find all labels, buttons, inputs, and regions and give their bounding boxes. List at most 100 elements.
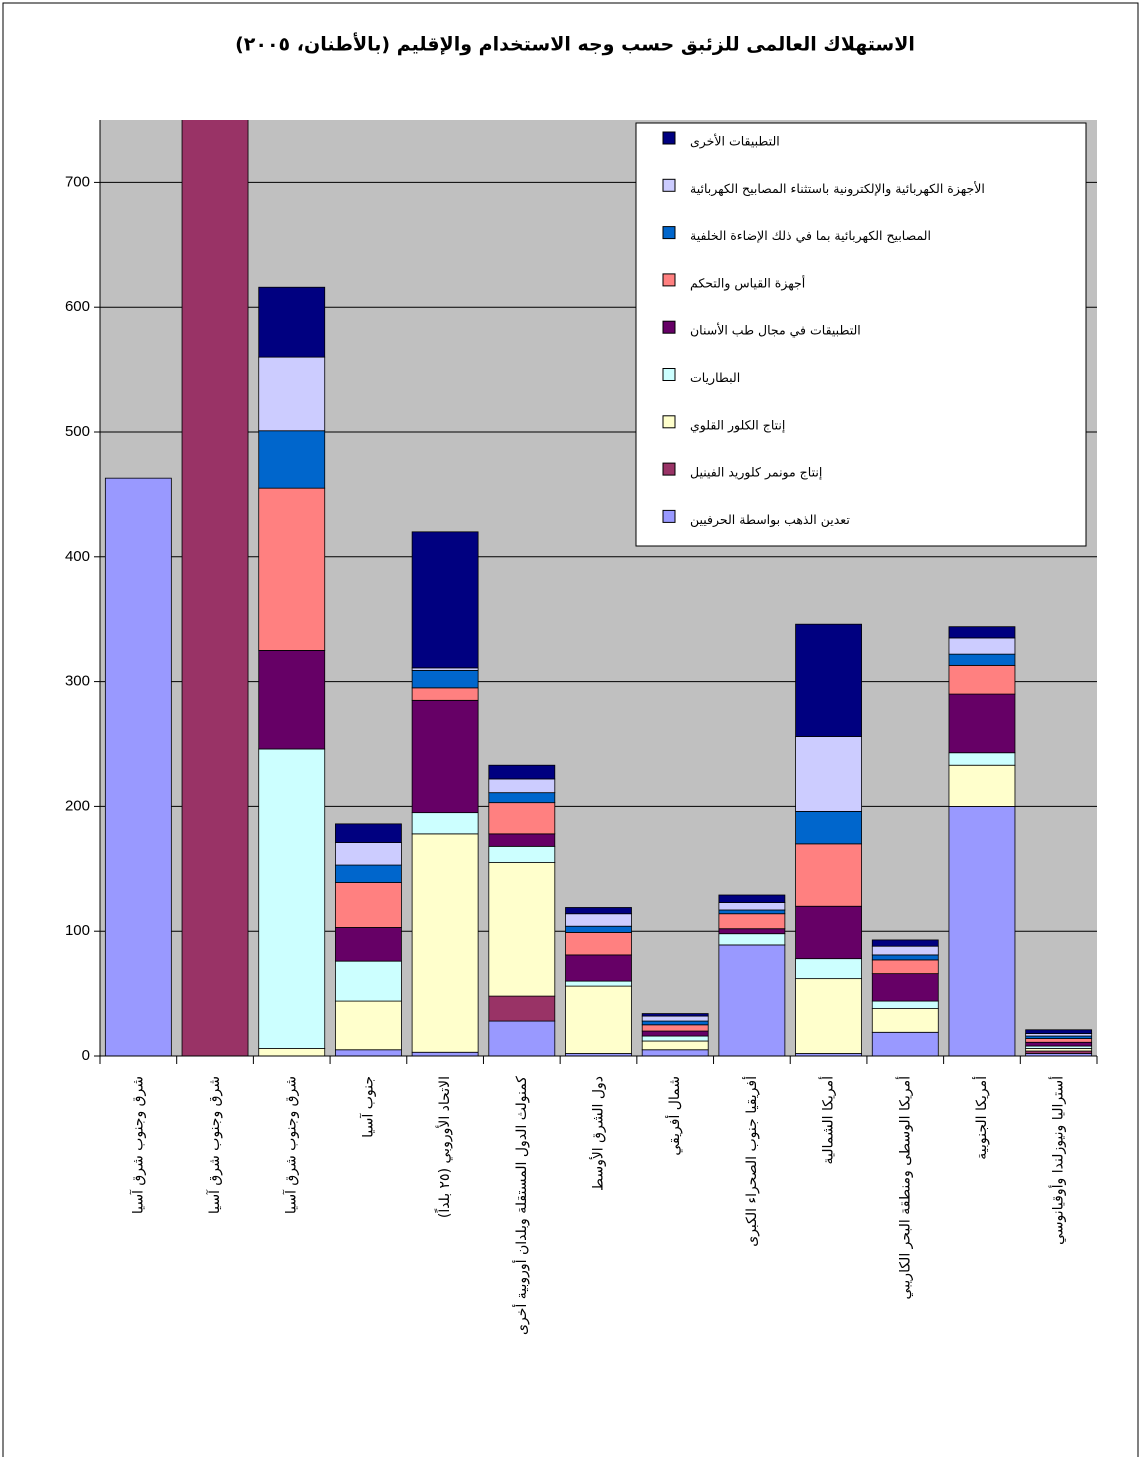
bar-segment: [718, 944, 786, 1056]
bar-segment: [258, 430, 326, 489]
y-tick-label: 0: [82, 1047, 90, 1064]
bar-segment: [488, 764, 556, 780]
bar-segment: [795, 978, 862, 1054]
bar-segment: [718, 894, 786, 903]
legend-label: البطاريات: [690, 370, 740, 386]
x-tick-label: كمنولث الدول المستقلة وبلدان أوروبية أخر…: [512, 1076, 530, 1335]
bar-segment: [411, 833, 479, 1053]
bar-segment: [411, 531, 479, 669]
bar-segment: [1025, 1029, 1093, 1034]
x-tick-label: أستراليا ونيوزلندا وأوقيانوسي: [1049, 1076, 1067, 1245]
y-tick-label: 200: [65, 797, 90, 814]
legend-swatch: [662, 273, 676, 287]
bar-segment: [948, 626, 1016, 639]
bar-segment: [718, 909, 786, 915]
bar-segment: [718, 913, 786, 930]
bar-segment: [335, 823, 402, 843]
bar-segment: [104, 477, 172, 1056]
bar-segment: [948, 806, 1016, 1056]
legend-box: [635, 122, 1087, 547]
x-tick-label: أمريكا الشمالية: [819, 1076, 837, 1165]
bar-segment: [488, 995, 556, 1022]
bar-segment: [565, 980, 632, 987]
x-tick-label: الاتحاد الأوروبي (٢٥ بلداً): [434, 1076, 453, 1218]
y-tick-label: 400: [65, 548, 90, 565]
bar-segment: [565, 913, 632, 927]
bar-segment: [565, 985, 632, 1054]
bar-segment: [795, 736, 862, 812]
x-tick-label: جنوب آسيا: [359, 1076, 376, 1138]
legend-swatch: [662, 368, 676, 381]
bar-segment: [948, 637, 1016, 655]
x-tick-label: أمريكا الجنوبية: [972, 1076, 990, 1160]
bar-segment: [181, 120, 249, 1056]
bar-segment: [258, 748, 326, 1049]
bar-segment: [335, 927, 402, 962]
legend-swatch: [662, 415, 676, 429]
bar-segment: [871, 1000, 939, 1009]
bar-segment: [641, 1024, 709, 1032]
x-tick-label: دول الشرق الأوسط: [589, 1076, 607, 1191]
x-tick-label: شرق وجنوب شرق آسيا: [283, 1076, 300, 1214]
bar-segment: [411, 687, 479, 701]
x-tick-label: شرق وجنوب شرق آسيا: [206, 1076, 223, 1214]
bar-segment: [488, 862, 556, 997]
legend-label: الأجهزة الكهربائية والإلكترونية باستثناء…: [690, 181, 985, 197]
bar-segment: [258, 1048, 326, 1056]
bar-segment: [641, 1049, 709, 1056]
legend-label: أجهزة القياس والتحكم: [690, 274, 805, 291]
bar-segment: [718, 902, 786, 911]
bar-segment: [488, 792, 556, 804]
y-tick-label: 300: [65, 673, 90, 690]
bar-segment: [1025, 1041, 1093, 1047]
bar-segment: [565, 954, 632, 982]
bar-segment: [488, 778, 556, 794]
bar-segment: [1025, 1038, 1093, 1043]
y-tick-label: 700: [65, 173, 90, 190]
bar-segment: [258, 650, 326, 750]
legend-swatch: [662, 178, 676, 192]
bar-segment: [641, 1013, 709, 1017]
bar-segment: [718, 933, 786, 946]
bar-segment: [641, 1040, 709, 1051]
bar-segment: [411, 1051, 479, 1056]
bar-segment: [411, 699, 479, 814]
y-tick-label: 500: [65, 423, 90, 440]
x-tick-label: شرق وجنوب شرق آسيا: [129, 1076, 146, 1214]
bar-segment: [948, 752, 1016, 766]
bar-segment: [641, 1030, 709, 1037]
bar-segment: [488, 845, 556, 863]
x-tick-label: شمال أفريقي: [665, 1076, 683, 1156]
bar-segment: [871, 954, 939, 961]
bar-segment: [565, 907, 632, 915]
bar-segment: [871, 973, 939, 1002]
legend-swatch: [662, 509, 676, 523]
legend-swatch: [662, 226, 676, 240]
bar-segment: [948, 693, 1016, 754]
y-tick-label: 600: [65, 298, 90, 315]
bar-segment: [335, 1000, 402, 1051]
bar-segment: [795, 843, 862, 907]
bar-segment: [335, 960, 402, 1002]
y-tick-label: 100: [65, 922, 90, 939]
bar-segment: [795, 905, 862, 960]
legend-label: إنتاج الكلور القلوي: [690, 417, 785, 433]
chart-title: الاستهلاك العالمى للزئبق حسب وجه الاستخد…: [235, 33, 915, 56]
bar-segment: [871, 939, 939, 947]
legend-swatch: [662, 131, 676, 145]
bar-segment: [718, 928, 786, 935]
bar-segment: [948, 653, 1016, 666]
bar-segment: [258, 487, 326, 651]
bar-segment: [641, 1015, 709, 1022]
bar-segment: [641, 1020, 709, 1026]
bar-segment: [795, 810, 862, 845]
legend-swatch: [662, 462, 676, 476]
bar-segment: [411, 812, 479, 835]
bar-segment: [335, 842, 402, 866]
bar-segment: [565, 932, 632, 956]
bar-segment: [871, 959, 939, 975]
legend-label: التطبيقات في مجال طب الأسنان: [690, 323, 861, 338]
legend-swatch: [662, 320, 676, 334]
bar-segment: [565, 925, 632, 933]
